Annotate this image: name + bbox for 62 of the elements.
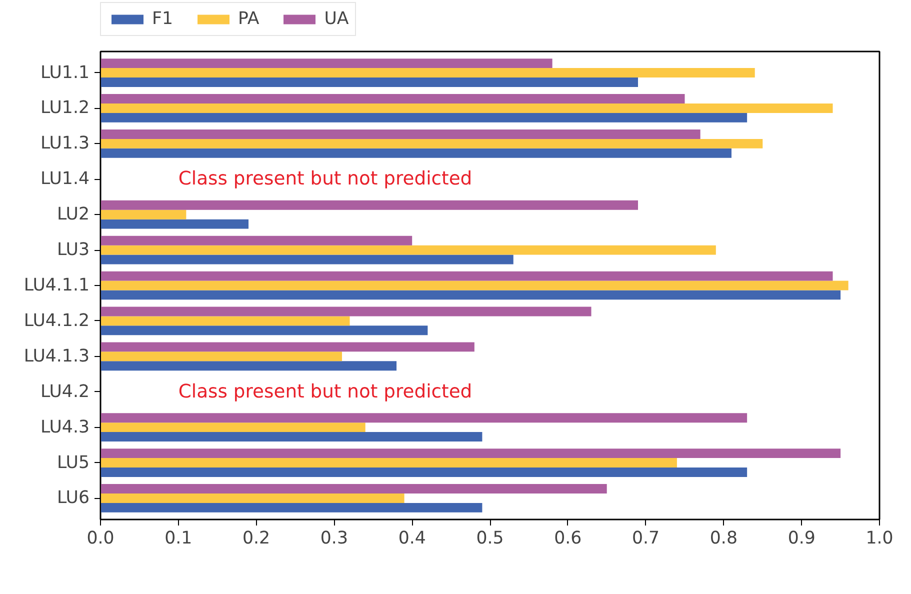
bar: [100, 78, 638, 87]
y-tick-label: LU1.4: [40, 169, 90, 190]
bar: [100, 422, 366, 432]
bar: [100, 94, 685, 104]
x-tick-label: 0.0: [86, 528, 114, 548]
x-tick-label: 0.6: [554, 528, 582, 548]
bar: [100, 138, 763, 148]
x-tick-label: 0.2: [242, 528, 270, 548]
bar: [100, 290, 841, 300]
y-tick-label: LU4.3: [40, 417, 90, 438]
bar: [100, 494, 404, 503]
y-tick-label: LU1.2: [40, 98, 90, 118]
y-tick-label: LU3: [57, 240, 90, 260]
y-tick-label: LU4.2: [40, 382, 90, 402]
bar: [100, 342, 474, 352]
bar: [100, 130, 700, 139]
bar: [100, 468, 748, 477]
bar: [100, 352, 342, 362]
bar: [100, 326, 428, 336]
x-tick-label: 0.9: [788, 528, 816, 548]
annotation: Class present but not predicted: [178, 168, 472, 190]
bar: [100, 280, 848, 290]
legend-label: PA: [238, 9, 260, 29]
bar: [100, 306, 592, 316]
x-tick-label: 0.8: [710, 528, 738, 548]
bar: [100, 413, 748, 423]
x-tick-label: 0.7: [632, 528, 660, 548]
bar: [100, 458, 677, 468]
bar: [100, 200, 638, 210]
bar: [100, 448, 841, 458]
bar: [100, 316, 350, 326]
bar: [100, 271, 833, 281]
bar: [100, 245, 716, 255]
bar: [100, 112, 748, 122]
x-tick-label: 0.4: [398, 528, 426, 548]
legend-label: F1: [152, 9, 173, 29]
annotation: Class present but not predicted: [178, 381, 472, 402]
bar: [100, 432, 482, 442]
x-tick-label: 0.5: [476, 528, 504, 548]
x-tick-label: 1.0: [866, 528, 894, 548]
y-tick-label: LU6: [57, 488, 90, 508]
bar: [100, 68, 755, 78]
y-tick-label: LU1.1: [40, 62, 90, 83]
bar: [100, 219, 249, 229]
y-tick-label: LU4.1.3: [24, 346, 90, 366]
bar: [100, 58, 552, 68]
bar: [100, 254, 514, 264]
bar: [100, 502, 482, 512]
x-tick-label: 0.3: [320, 528, 348, 548]
bar: [100, 236, 412, 246]
bar: [100, 210, 186, 220]
bar: [100, 361, 397, 371]
bar: [100, 484, 607, 494]
y-tick-label: LU5: [57, 452, 90, 473]
bar: [100, 148, 732, 158]
y-tick-label: LU1.3: [40, 134, 90, 154]
y-tick-label: LU4.1.2: [24, 310, 90, 331]
y-tick-label: LU4.1.1: [24, 276, 90, 296]
legend-label: UA: [324, 9, 349, 29]
x-tick-label: 0.1: [164, 528, 192, 548]
y-tick-label: LU2: [57, 204, 90, 225]
bar: [100, 104, 833, 113]
